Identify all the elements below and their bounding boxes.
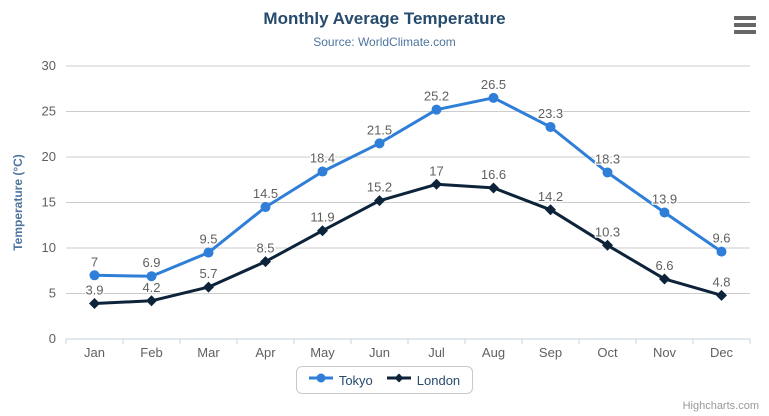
chart-subtitle: Source: WorldClimate.com (313, 35, 456, 49)
x-axis-label: Apr (255, 345, 276, 360)
legend-label: Tokyo (338, 372, 373, 388)
tokyo-series-line[interactable] (93, 96, 723, 278)
london-data-label: 17 (429, 163, 443, 178)
x-axis-label: Jun (369, 345, 390, 360)
london-point-mar[interactable] (203, 281, 214, 293)
y-axis-title: Temperature (°C) (11, 154, 25, 251)
london-point-jan[interactable] (89, 298, 100, 310)
tokyo-data-label: 13.9 (652, 192, 677, 207)
tokyo-legend-marker-icon (308, 371, 333, 389)
tokyo-point-jun[interactable] (374, 138, 385, 149)
legend-item-tokyo[interactable]: Tokyo (308, 371, 373, 389)
tokyo-data-label: 26.5 (481, 77, 506, 92)
london-point-sep[interactable] (545, 204, 556, 216)
tokyo-data-label: 21.5 (367, 122, 392, 137)
x-axis-label: Sep (539, 345, 562, 360)
london-data-label: 4.2 (142, 280, 160, 295)
legend-label: London (416, 372, 461, 388)
x-axis-label: Mar (197, 345, 220, 360)
x-axis-label: Feb (140, 345, 162, 360)
tokyo-data-label: 9.5 (199, 232, 217, 247)
london-data-label: 8.5 (256, 241, 274, 256)
london-point-oct[interactable] (602, 239, 613, 251)
tokyo-point-jan[interactable] (89, 270, 100, 281)
credits-link[interactable]: Highcharts.com (682, 400, 759, 412)
london-data-label: 3.9 (85, 283, 103, 298)
tokyo-data-label: 9.6 (712, 231, 730, 246)
x-axis-label: Aug (482, 345, 505, 360)
tokyo-point-sep[interactable] (545, 121, 556, 132)
tokyo-point-feb[interactable] (146, 271, 157, 282)
y-axis-label: 10 (42, 240, 56, 255)
tokyo-point-nov[interactable] (659, 207, 670, 218)
london-data-label: 11.9 (310, 210, 334, 225)
london-point-jun[interactable] (374, 195, 385, 207)
tokyo-point-dec[interactable] (716, 246, 727, 257)
chart-title: Monthly Average Temperature (263, 9, 506, 28)
london-point-apr[interactable] (260, 256, 271, 268)
tokyo-point-mar[interactable] (203, 247, 214, 258)
x-axis-label: Oct (597, 345, 618, 360)
tokyo-data-label: 18.3 (595, 151, 620, 166)
x-axis-label: Nov (653, 345, 677, 360)
london-point-jul[interactable] (431, 178, 442, 190)
x-axis-label: Jul (428, 345, 445, 360)
tokyo-data-label: 7 (91, 254, 98, 269)
tokyo-data-label: 25.2 (424, 89, 449, 104)
london-point-may[interactable] (317, 225, 328, 237)
tokyo-data-label: 6.9 (142, 255, 160, 270)
x-axis-label: Jan (84, 345, 105, 360)
london-point-feb[interactable] (146, 295, 157, 307)
legend-item-london[interactable]: London (386, 371, 461, 389)
x-axis-label: Dec (710, 345, 734, 360)
tokyo-point-may[interactable] (317, 166, 328, 177)
y-axis-label: 20 (42, 149, 56, 164)
london-point-dec[interactable] (716, 289, 727, 301)
hamburger-icon (734, 30, 756, 34)
tokyo-point-apr[interactable] (260, 202, 271, 213)
tokyo-point-jul[interactable] (431, 104, 442, 115)
y-axis-label: 25 (42, 104, 56, 119)
london-data-label: 4.8 (712, 274, 730, 289)
tokyo-data-label: 18.4 (310, 151, 335, 166)
y-axis-label: 30 (42, 58, 56, 73)
chart-context-menu-button[interactable] (733, 15, 757, 35)
london-series-line[interactable] (93, 182, 723, 305)
london-data-label: 15.2 (367, 180, 392, 195)
hamburger-icon (734, 16, 756, 20)
y-axis-label: 15 (42, 195, 56, 210)
london-data-label: 6.6 (655, 258, 673, 273)
x-axis-label: May (310, 345, 335, 360)
london-data-label: 5.7 (199, 266, 217, 281)
legend: Tokyo London (0, 366, 769, 394)
london-legend-marker-icon (386, 371, 411, 389)
tokyo-data-label: 23.3 (538, 106, 563, 121)
london-point-nov[interactable] (659, 273, 670, 285)
tokyo-point-aug[interactable] (488, 92, 499, 103)
y-axis-label: 0 (49, 331, 56, 346)
hamburger-icon (734, 23, 756, 27)
london-point-aug[interactable] (488, 182, 499, 194)
london-data-label: 14.2 (538, 189, 563, 204)
legend-box: Tokyo London (295, 366, 474, 394)
y-axis-label: 5 (49, 286, 56, 301)
tokyo-point-oct[interactable] (602, 167, 613, 178)
tokyo-data-label: 14.5 (253, 186, 278, 201)
london-data-label: 16.6 (481, 167, 506, 182)
london-data-label: 10.3 (595, 224, 620, 239)
